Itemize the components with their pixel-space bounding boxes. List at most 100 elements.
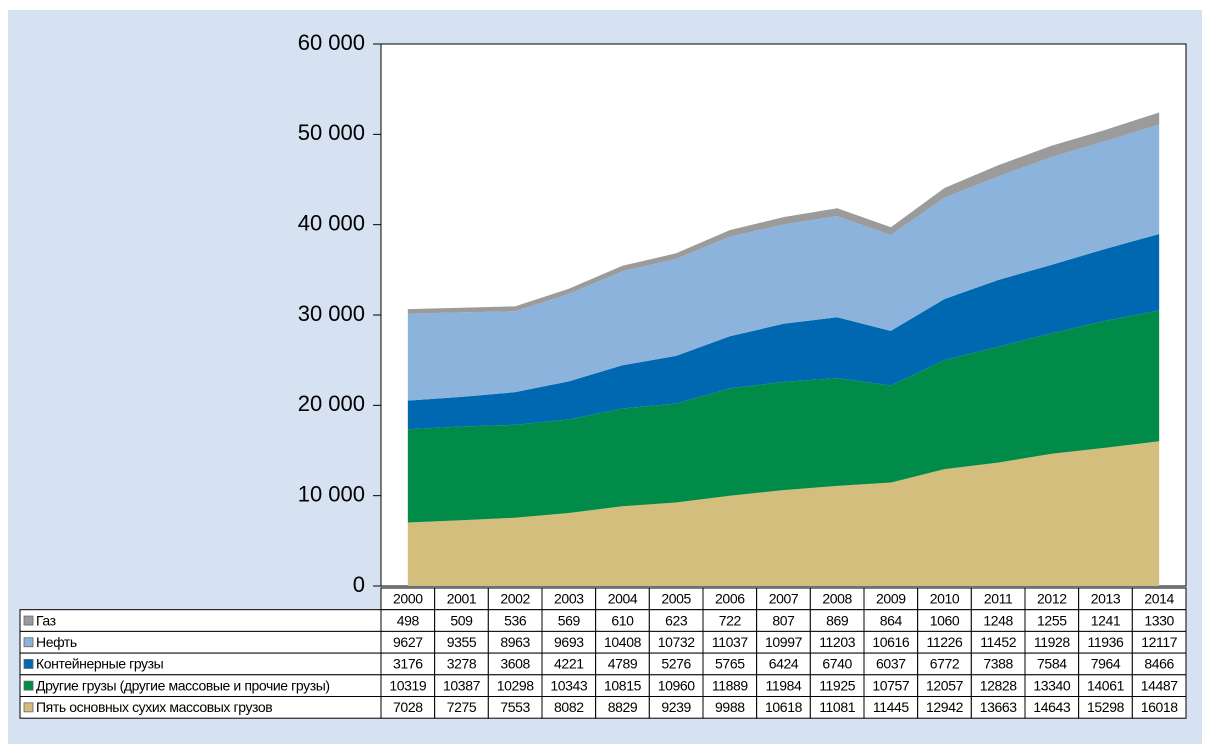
table-value: 864 — [880, 612, 903, 628]
table-value: 12117 — [1141, 634, 1178, 650]
table-value: 9988 — [715, 699, 745, 715]
legend-label: Нефть — [36, 634, 77, 650]
table-value: 10387 — [443, 677, 481, 693]
table-value: 7028 — [393, 699, 423, 715]
table-value: 1060 — [930, 612, 960, 628]
y-tick-label: 40 000 — [298, 210, 365, 235]
table-value: 7275 — [447, 699, 477, 715]
y-tick-label: 0 — [353, 572, 365, 597]
table-value: 13663 — [980, 699, 1018, 715]
table-value: 9355 — [447, 634, 477, 650]
table-value: 10298 — [497, 677, 535, 693]
legend-label: Газ — [36, 612, 56, 628]
legend-swatch — [23, 659, 34, 669]
table-value: 13340 — [1033, 677, 1071, 693]
table-value: 536 — [504, 612, 527, 628]
table-value: 11226 — [927, 634, 964, 650]
table-value: 11936 — [1088, 634, 1125, 650]
table-value: 10343 — [550, 677, 588, 693]
y-tick-label: 10 000 — [298, 481, 365, 506]
y-tick-label: 20 000 — [298, 391, 365, 416]
table-value: 807 — [772, 612, 795, 628]
table-value: 9239 — [661, 699, 691, 715]
table-value: 12942 — [926, 699, 964, 715]
table-value: 1255 — [1037, 612, 1067, 628]
table-value: 9693 — [554, 634, 584, 650]
table-value: 10408 — [604, 634, 642, 650]
x-tick-label: 2014 — [1144, 591, 1174, 607]
table-value: 8082 — [554, 699, 584, 715]
table-value: 9627 — [393, 634, 423, 650]
table-value: 610 — [611, 612, 634, 628]
table-cell — [19, 609, 382, 632]
legend-swatch — [23, 702, 34, 713]
area — [407, 124, 1160, 401]
table-value: 11203 — [819, 634, 856, 650]
table-value: 7584 — [1037, 656, 1067, 672]
table-value: 14643 — [1033, 699, 1071, 715]
x-tick-label: 2013 — [1091, 591, 1121, 607]
table-value: 10960 — [658, 677, 696, 693]
x-tick-label: 2003 — [554, 591, 584, 607]
area — [407, 441, 1160, 586]
table-value: 6424 — [769, 656, 799, 672]
x-tick-label: 2004 — [608, 591, 638, 607]
table-value: 10319 — [389, 677, 427, 693]
y-tick-label: 30 000 — [298, 301, 365, 326]
x-tick-label: 2006 — [715, 591, 745, 607]
table-value: 569 — [558, 612, 581, 628]
table-value: 10616 — [872, 634, 910, 650]
table-value: 14487 — [1141, 677, 1179, 693]
table-value: 10815 — [604, 677, 642, 693]
x-tick-label: 2002 — [500, 591, 530, 607]
x-tick-label: 2011 — [984, 591, 1013, 607]
table-value: 10997 — [765, 634, 803, 650]
table-value: 12828 — [980, 677, 1018, 693]
table-value: 11984 — [766, 677, 803, 693]
y-tick-label: 60 000 — [298, 30, 365, 55]
table-value: 3608 — [500, 656, 530, 672]
table-value: 11452 — [980, 634, 1017, 650]
table-value: 3278 — [447, 656, 477, 672]
table-value: 10618 — [765, 699, 803, 715]
legend-swatch — [23, 615, 34, 626]
area — [407, 233, 1160, 430]
table-value: 11889 — [712, 677, 749, 693]
x-tick-label: 2001 — [447, 591, 477, 607]
table-value: 1248 — [983, 612, 1013, 628]
table-value: 11445 — [873, 699, 910, 715]
table-value: 10757 — [872, 677, 910, 693]
legend-label: Контейнерные грузы — [36, 656, 164, 672]
table-value: 11081 — [819, 699, 856, 715]
table-value: 6772 — [930, 656, 960, 672]
table-value: 11037 — [712, 634, 749, 650]
table-value: 15298 — [1087, 699, 1125, 715]
table-value: 11928 — [1034, 634, 1071, 650]
x-tick-label: 2012 — [1037, 591, 1067, 607]
table-value: 7388 — [983, 656, 1013, 672]
table-value: 12057 — [926, 677, 964, 693]
table-value: 623 — [665, 612, 688, 628]
x-tick-label: 2009 — [876, 591, 906, 607]
table-value: 11925 — [819, 677, 856, 693]
table-value: 6037 — [876, 656, 906, 672]
table-value: 4789 — [608, 656, 638, 672]
table-value: 7964 — [1091, 656, 1121, 672]
table-value: 3176 — [393, 656, 423, 672]
legend-label: Пять основных сухих массовых грузов — [36, 699, 272, 715]
table-value: 7553 — [500, 699, 530, 715]
table-value: 498 — [397, 612, 420, 628]
table-value: 8963 — [500, 634, 530, 650]
table-value: 509 — [450, 612, 473, 628]
legend-swatch — [23, 637, 34, 648]
table-value: 5276 — [661, 656, 691, 672]
table-cell — [1131, 696, 1187, 719]
table-value: 722 — [719, 612, 742, 628]
table-value: 6740 — [822, 656, 852, 672]
table-value: 16018 — [1141, 699, 1179, 715]
table-value: 14061 — [1087, 677, 1125, 693]
legend-label: Другие грузы (другие массовые и прочие г… — [36, 677, 330, 693]
table-value: 4221 — [554, 656, 584, 672]
table-value: 8829 — [608, 699, 638, 715]
